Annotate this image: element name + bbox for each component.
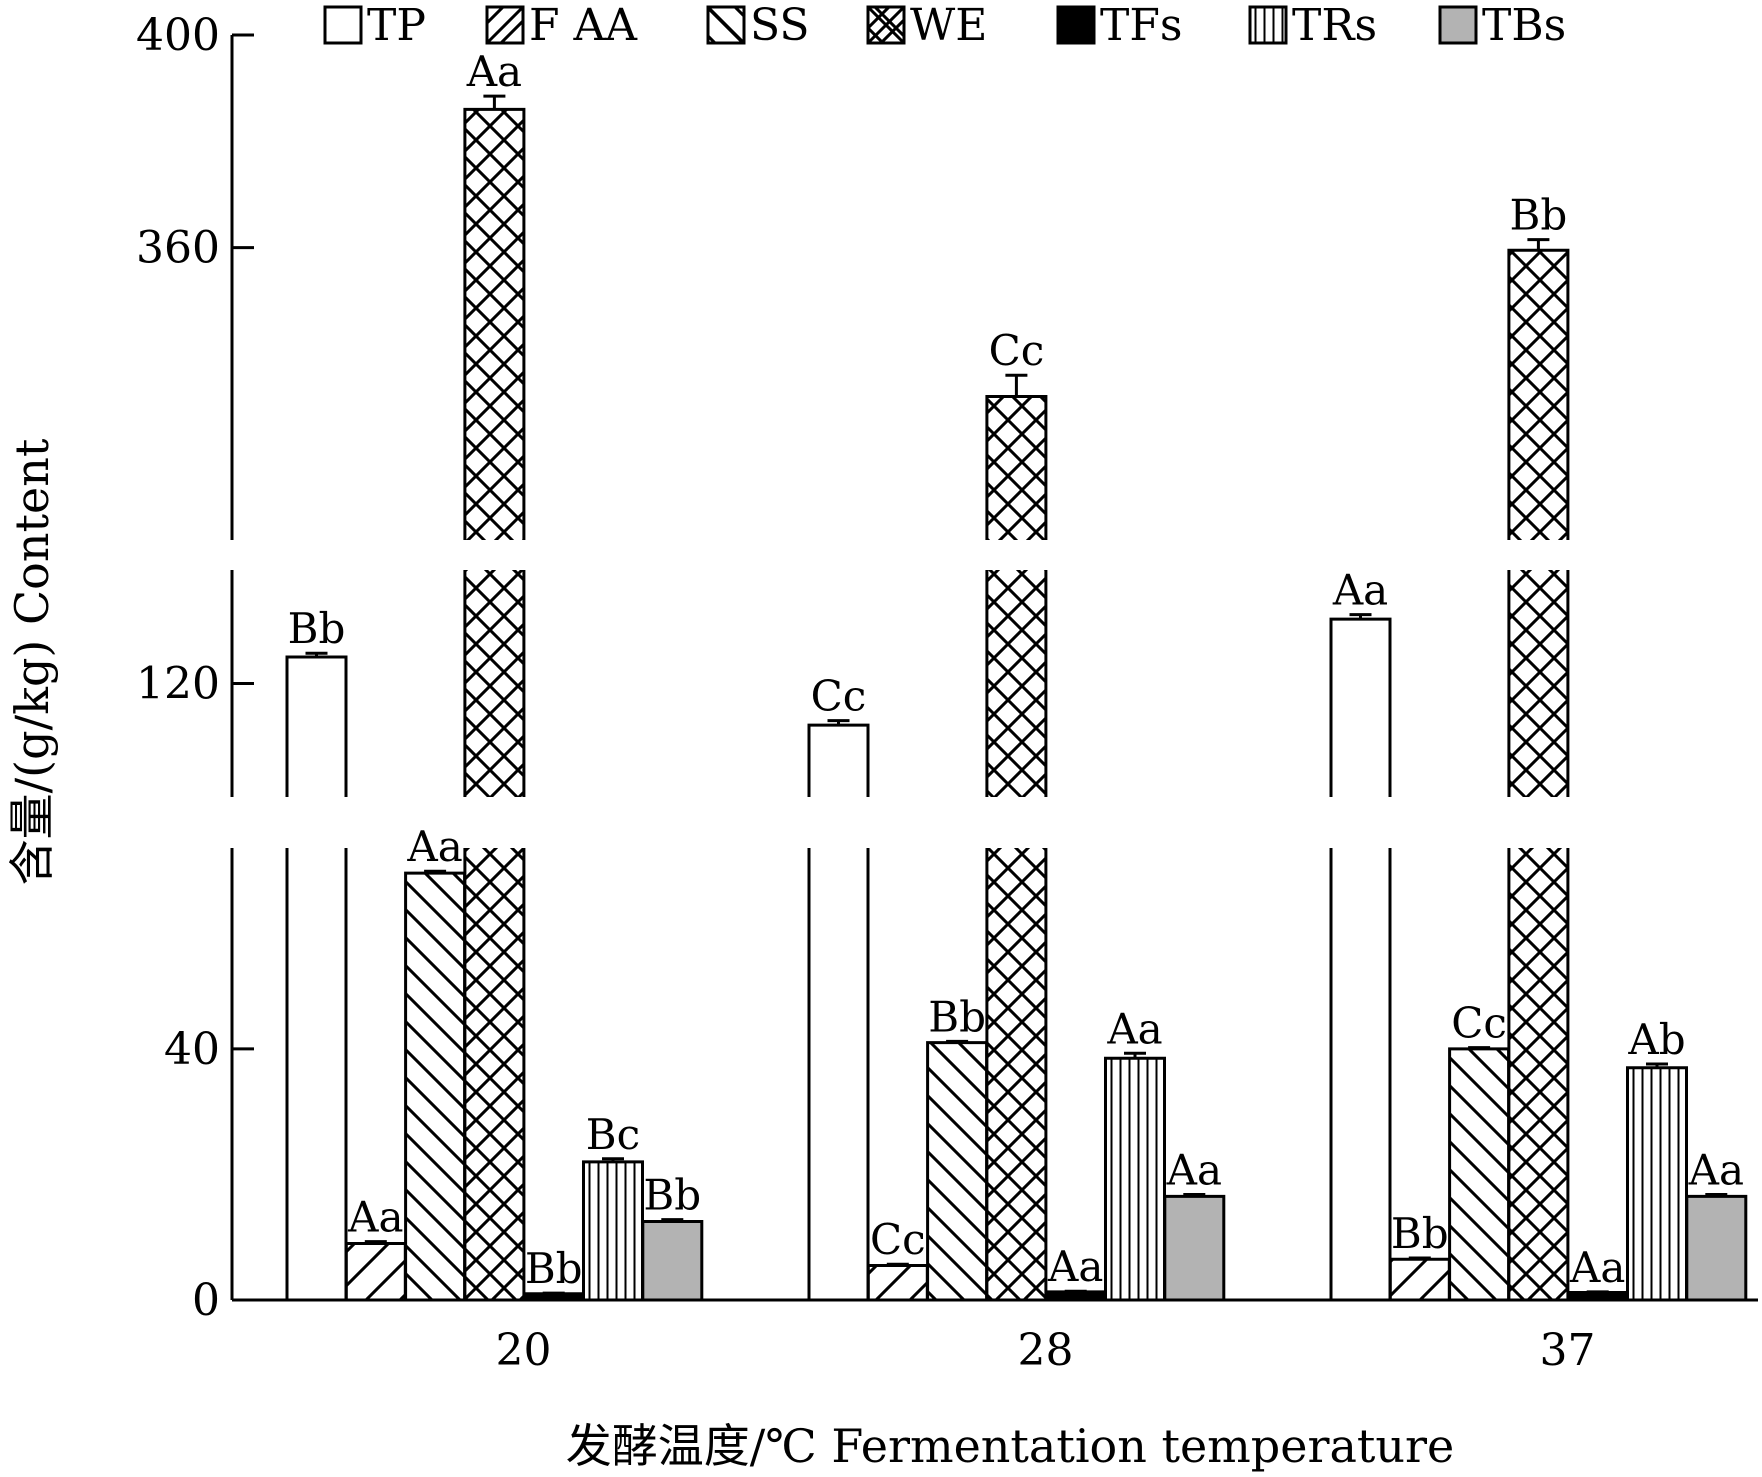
bar-we-20 bbox=[464, 848, 524, 1300]
significance-label: Bc bbox=[586, 1110, 640, 1159]
significance-label: Aa bbox=[1106, 1004, 1162, 1053]
legend-label: F AA bbox=[529, 0, 638, 51]
significance-label: Bb bbox=[643, 1171, 701, 1220]
legend-label: TFs bbox=[1100, 0, 1182, 51]
legend-swatch-line bbox=[866, 5, 906, 45]
legend-swatch bbox=[1438, 5, 1478, 45]
x-tick-label: 20 bbox=[496, 1325, 552, 1376]
legend-label: TRs bbox=[1292, 0, 1377, 51]
significance-label: Aa bbox=[1166, 1146, 1222, 1195]
bar-trs-37 bbox=[1627, 1067, 1687, 1300]
legend-swatch-line bbox=[485, 5, 525, 45]
significance-label: Aa bbox=[1688, 1146, 1744, 1195]
significance-label: Aa bbox=[1569, 1243, 1625, 1292]
significance-label: Aa bbox=[466, 47, 522, 96]
bar-tp-37 bbox=[1331, 619, 1390, 797]
bar-we-37 bbox=[1508, 848, 1568, 1300]
y-axis-title: 含量/(g/kg) Content bbox=[5, 438, 59, 885]
significance-label: Cc bbox=[1451, 999, 1507, 1048]
bar-trs-20 bbox=[583, 1161, 643, 1300]
bar-tp-20 bbox=[287, 848, 346, 1300]
bar-faa-37 bbox=[1390, 1259, 1450, 1300]
legend-swatch bbox=[323, 5, 363, 45]
bar-tp-28 bbox=[809, 848, 868, 1300]
y-tick-label: 40 bbox=[164, 1024, 220, 1075]
significance-label: Cc bbox=[870, 1215, 926, 1264]
bar-we-28 bbox=[986, 396, 1046, 540]
bar-tfs-20 bbox=[524, 1293, 584, 1300]
legend-label: SS bbox=[750, 0, 810, 51]
bar-tbs-37 bbox=[1686, 1196, 1746, 1300]
bar-tbs-28 bbox=[1164, 1196, 1224, 1300]
significance-label: Ab bbox=[1627, 1015, 1685, 1064]
significance-label: Bb bbox=[288, 604, 346, 653]
y-tick-label: 400 bbox=[136, 10, 220, 61]
bar-tp-28 bbox=[809, 725, 868, 797]
x-tick-label: 28 bbox=[1018, 1325, 1074, 1376]
legend: TP F AA SS WE TFs TRs TBs bbox=[323, 0, 1566, 51]
y-tick-label: 120 bbox=[136, 659, 220, 710]
bar-tfs-37 bbox=[1568, 1292, 1628, 1300]
axes: 0 40 120 360 400 20 28 37 bbox=[136, 10, 1758, 1376]
bar-tfs-28 bbox=[1046, 1291, 1106, 1300]
bar-trs-28 bbox=[1105, 1058, 1165, 1300]
y-tick-label: 360 bbox=[136, 223, 220, 274]
significance-label: Aa bbox=[347, 1193, 403, 1242]
legend-swatch bbox=[1056, 5, 1096, 45]
bar-we-28 bbox=[986, 570, 1046, 797]
x-axis-title: 发酵温度/℃ Fermentation temperature bbox=[566, 1419, 1454, 1473]
significance-label: Aa bbox=[1047, 1242, 1103, 1291]
bar-we-28 bbox=[986, 848, 1046, 1300]
legend-label: TP bbox=[367, 0, 426, 51]
significance-label: Aa bbox=[1332, 566, 1388, 615]
bar-we-37 bbox=[1508, 250, 1568, 540]
significance-label: Cc bbox=[989, 326, 1045, 375]
bars: BbAaAaAaBbBcBbCcCcBbCcAaAaAaAaBbCcBbAaAb… bbox=[285, 47, 1748, 1300]
bar-ss-20 bbox=[405, 873, 465, 1300]
significance-label: Bb bbox=[1510, 191, 1568, 240]
bar-faa-20 bbox=[346, 1243, 406, 1300]
y-tick-label: 0 bbox=[192, 1275, 220, 1326]
significance-label: Bb bbox=[1391, 1209, 1449, 1258]
legend-swatch bbox=[1248, 5, 1288, 45]
significance-label: Aa bbox=[406, 822, 462, 871]
bar-we-20 bbox=[464, 109, 524, 540]
significance-label: Bb bbox=[928, 992, 986, 1041]
bar-tbs-20 bbox=[642, 1221, 702, 1300]
bar-faa-28 bbox=[868, 1265, 928, 1300]
bar-we-20 bbox=[464, 570, 524, 797]
legend-swatch-line bbox=[706, 5, 746, 45]
significance-label: Cc bbox=[811, 672, 867, 721]
bar-tp-20 bbox=[287, 657, 346, 797]
bar-ss-37 bbox=[1449, 1048, 1509, 1300]
legend-label: TBs bbox=[1482, 0, 1566, 51]
legend-label: WE bbox=[910, 0, 987, 51]
bar-ss-28 bbox=[927, 1042, 987, 1300]
bar-tp-37 bbox=[1331, 848, 1390, 1300]
x-tick-label: 37 bbox=[1540, 1325, 1596, 1376]
significance-label: Bb bbox=[525, 1244, 583, 1293]
bar-we-37 bbox=[1508, 570, 1568, 797]
